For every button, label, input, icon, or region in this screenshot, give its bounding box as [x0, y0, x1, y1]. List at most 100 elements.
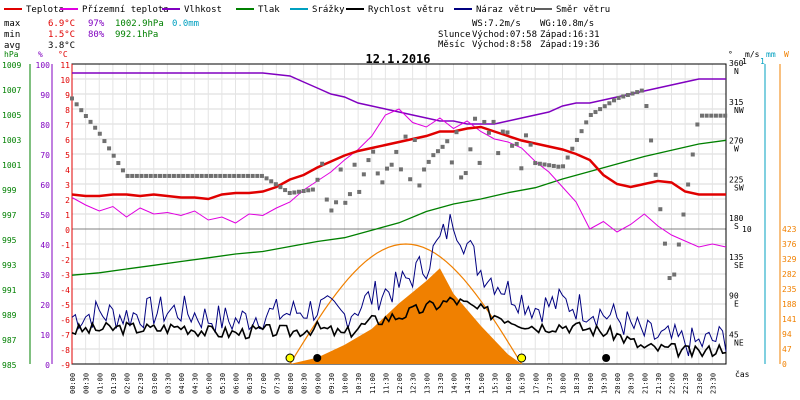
time-axis-unit: čas — [735, 369, 750, 379]
temperature-tick: 5 — [65, 151, 70, 160]
wind-direction-dot — [477, 160, 482, 165]
time-tick: 11:30 — [382, 373, 390, 394]
temperature-tick: 1 — [65, 211, 70, 220]
temperature-tick: 10 — [60, 76, 70, 85]
wind-direction-dot — [537, 161, 542, 166]
wind-direction-dot — [79, 108, 84, 113]
wind-direction-dot — [510, 143, 515, 148]
legend: Teplota Přízemní teplota Vlhkost Tlak Srážky… — [4, 5, 610, 15]
time-tick: 21:30 — [655, 373, 663, 394]
wind-direction-dot — [533, 161, 538, 166]
wind-direction-dot — [97, 131, 102, 136]
wind-direction-dot — [676, 242, 681, 247]
wind-direction-dot — [547, 163, 552, 168]
temperature-tick: 0 — [65, 226, 70, 235]
stats-min-label: min — [4, 30, 20, 40]
pressure-tick: 999 — [2, 186, 17, 195]
wind-direction-dot — [264, 176, 269, 181]
wind-direction-dot — [162, 173, 167, 178]
wind-direction-dot — [93, 125, 98, 130]
moonrise-time: Východ:8:58 — [472, 40, 532, 50]
wind-direction-dot — [607, 101, 612, 106]
direction-name: W — [734, 145, 739, 154]
time-tick: 10:00 — [342, 373, 350, 394]
wind-direction-dot — [644, 104, 649, 109]
wind-direction-dot — [361, 172, 366, 177]
time-tick: 18:30 — [573, 373, 581, 394]
time-tick: 02:00 — [124, 373, 132, 394]
time-tick: 14:30 — [464, 373, 472, 394]
pressure-line — [71, 139, 727, 276]
wind-direction-dot — [649, 138, 654, 143]
time-tick: 14:00 — [451, 373, 459, 394]
wind-direction-dot — [139, 173, 144, 178]
direction-name: SW — [734, 183, 744, 192]
wind-direction-dot — [116, 161, 121, 166]
temperature-tick: -6 — [60, 316, 70, 325]
wind-direction-dot — [227, 173, 232, 178]
wind-direction-dot — [232, 173, 237, 178]
wind-direction-dot — [130, 173, 135, 178]
sun-label: Slunce — [438, 30, 471, 40]
wind-direction-dot — [366, 158, 371, 163]
temperature-tick: -9 — [60, 361, 70, 370]
pressure-tick: 985 — [2, 361, 17, 370]
temperature-tick: -5 — [60, 301, 70, 310]
wind-direction-dot — [635, 90, 640, 95]
direction-tick: 45 — [729, 330, 739, 339]
gust-line — [71, 214, 727, 357]
wind-gust-summary: WG:10.8m/s — [540, 19, 594, 29]
humidity-tick: 10 — [40, 331, 50, 340]
wind-direction-dot — [686, 182, 691, 187]
time-tick: 01:00 — [96, 373, 104, 394]
legend-label: Tlak — [258, 5, 280, 15]
time-tick: 16:00 — [505, 373, 513, 394]
wind-direction-dot — [320, 161, 325, 166]
time-tick: 09:00 — [314, 373, 322, 394]
humidity-tick: 20 — [40, 301, 50, 310]
wind-direction-dot — [158, 173, 163, 178]
wind-direction-dot — [713, 113, 718, 118]
legend-label: Rychlost větru — [368, 5, 444, 15]
time-tick: 15:00 — [478, 373, 486, 394]
wind-direction-dot — [394, 149, 399, 154]
time-tick: 04:30 — [192, 373, 200, 394]
time-tick: 12:00 — [396, 373, 404, 394]
sunrise-time: Východ:07:58 — [472, 30, 537, 40]
direction-tick: 315 — [729, 98, 744, 107]
temperature-tick: 2 — [65, 196, 70, 205]
humidity-tick: 0 — [45, 361, 50, 370]
wind-direction-dot — [449, 160, 454, 165]
humidity-tick: 100 — [36, 61, 51, 70]
wind-direction-dot — [190, 173, 195, 178]
direction-axis-unit: ° — [728, 50, 733, 59]
wind-direction-dot — [491, 119, 496, 124]
pressure-tick: 991 — [2, 286, 17, 295]
wind-direction-dot — [584, 120, 589, 125]
solar-tick: 188 — [782, 300, 797, 309]
wind-direction-dot — [375, 171, 380, 176]
wind-direction-dot — [523, 133, 528, 138]
direction-tick: 270 — [729, 137, 744, 146]
wind-direction-dot — [570, 146, 575, 151]
wind-direction-dot — [296, 189, 301, 194]
solar-tick: 282 — [782, 270, 797, 279]
wind-direction-dot — [625, 93, 630, 97]
wind-direction-dot — [329, 208, 334, 213]
humidity-tick: 60 — [40, 181, 50, 190]
wind-direction-dot — [167, 173, 172, 178]
moonrise-icon — [313, 354, 322, 362]
wind-direction-dot — [662, 241, 667, 246]
direction-name: SE — [734, 261, 744, 270]
sun-path — [289, 243, 523, 365]
solar-tick: 423 — [782, 225, 797, 234]
wind-direction-dot — [315, 177, 320, 182]
stats-min-temp: 1.5°C — [48, 30, 75, 40]
direction-tick: 90 — [729, 292, 739, 301]
time-tick: 23:30 — [709, 373, 717, 394]
wind-tick: 1 — [742, 57, 747, 66]
wind-direction-dot — [408, 177, 413, 182]
time-tick: 19:00 — [587, 373, 595, 394]
time-tick: 17:30 — [546, 373, 554, 394]
sunrise-icon — [285, 353, 295, 363]
